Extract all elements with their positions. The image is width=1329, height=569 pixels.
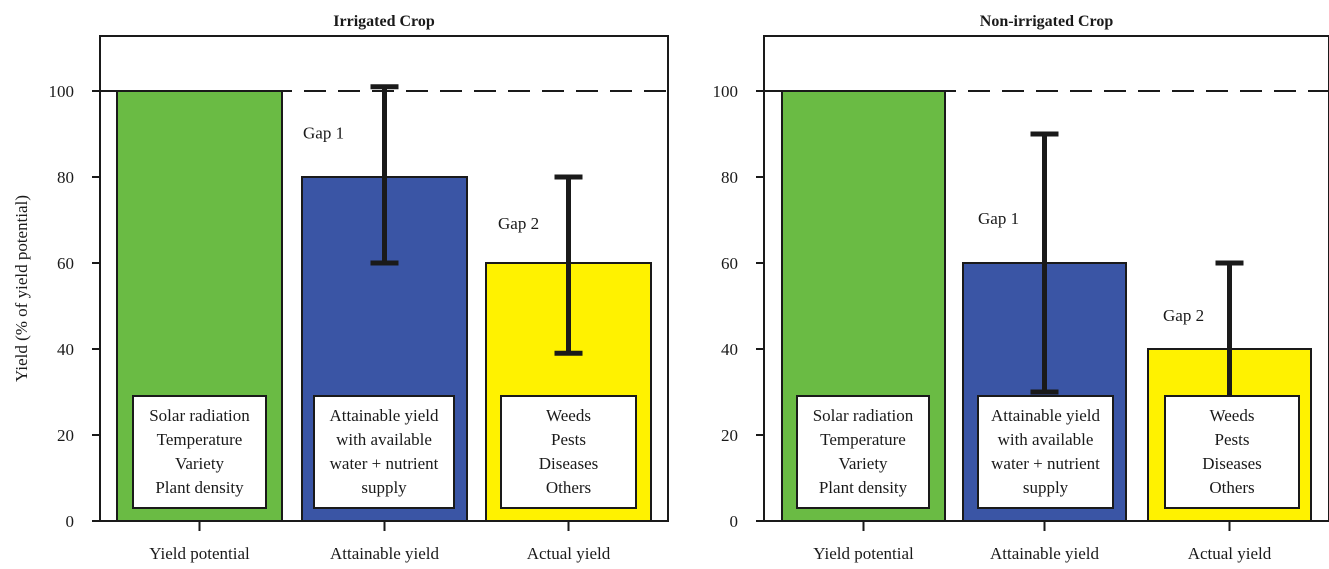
factor-box-1: Solar radiation Temperature Variety Plant d…: [796, 395, 930, 509]
y-tick-label: 20: [721, 426, 738, 445]
gap-label-2: Gap 2: [1163, 306, 1204, 325]
y-tick-label: 0: [66, 512, 75, 531]
factor-box-1: Solar radiation Temperature Variety Plant d…: [132, 395, 267, 509]
factor-box-frame: [132, 395, 267, 509]
factor-box-line: Attainable yield: [329, 406, 439, 425]
y-tick-label: 60: [721, 254, 738, 273]
factor-box-line: Diseases: [1202, 454, 1261, 473]
y-tick-label: 60: [57, 254, 74, 273]
factor-box-line: Others: [1209, 478, 1254, 497]
factor-box-line: Variety: [838, 454, 888, 473]
y-axis-label: Yield (% of yield potential): [12, 195, 31, 382]
factor-box-frame: [500, 395, 637, 509]
factor-box-line: with available: [998, 430, 1094, 449]
x-tick-label: Actual yield: [1188, 544, 1272, 563]
factor-box-line: water + nutrient: [991, 454, 1100, 473]
x-tick-label: Attainable yield: [330, 544, 440, 563]
y-tick-label: 100: [713, 82, 739, 101]
gap-label-2: Gap 2: [498, 214, 539, 233]
factor-box-line: Variety: [175, 454, 225, 473]
factor-box-3: Weeds Pests Diseases Others: [1164, 395, 1300, 509]
factor-box-2: Attainable yield with available water + nu…: [313, 395, 455, 509]
factor-box-line: Plant density: [155, 478, 244, 497]
y-tick-label: 40: [57, 340, 74, 359]
factor-box-line: Pests: [1215, 430, 1250, 449]
chart-panel-2: Non-irrigated Crop 0 20 40 60 80 100 Yield pote…: [713, 13, 1329, 563]
x-tick-label: Actual yield: [527, 544, 611, 563]
y-tick-label: 80: [57, 168, 74, 187]
gap-label-1: Gap 1: [978, 209, 1019, 228]
factor-box-line: Weeds: [546, 406, 591, 425]
factor-box-line: Others: [546, 478, 591, 497]
y-tick-label: 100: [49, 82, 75, 101]
factor-box-3: Weeds Pests Diseases Others: [500, 395, 637, 509]
factor-box-line: supply: [1023, 478, 1069, 497]
factor-box-line: Solar radiation: [813, 406, 914, 425]
factor-box-line: with available: [336, 430, 432, 449]
chart-title: Irrigated Crop: [333, 13, 435, 30]
y-tick-label: 40: [721, 340, 738, 359]
y-tick-label: 0: [730, 512, 739, 531]
error-bar-2: [1030, 131, 1059, 395]
factor-box-line: Temperature: [157, 430, 243, 449]
x-tick-label: Yield potential: [149, 544, 250, 563]
factor-box-line: Solar radiation: [149, 406, 250, 425]
gap-label-1: Gap 1: [303, 124, 344, 143]
factor-box-line: Temperature: [820, 430, 906, 449]
chart-panel-1: Irrigated Crop 0 20 40 60 80 100 Yield (% of yi…: [12, 13, 669, 563]
factor-box-frame: [1164, 395, 1300, 509]
y-tick-label: 80: [721, 168, 738, 187]
factor-box-line: Diseases: [539, 454, 598, 473]
factor-box-frame: [796, 395, 930, 509]
factor-box-line: Plant density: [819, 478, 908, 497]
factor-box-frame: [313, 395, 455, 509]
chart-title: Non-irrigated Crop: [980, 13, 1114, 30]
factor-box-line: supply: [361, 478, 407, 497]
factor-box-frame: [977, 395, 1114, 509]
factor-box-line: water + nutrient: [330, 454, 439, 473]
error-bar-3: [554, 174, 583, 356]
x-tick-label: Attainable yield: [990, 544, 1100, 563]
factor-box-2: Attainable yield with available water + nu…: [977, 395, 1114, 509]
x-tick-label: Yield potential: [813, 544, 914, 563]
factor-box-line: Attainable yield: [991, 406, 1101, 425]
factor-box-line: Weeds: [1210, 406, 1255, 425]
factor-box-line: Pests: [551, 430, 586, 449]
y-tick-label: 20: [57, 426, 74, 445]
error-bar-2: [370, 84, 399, 266]
